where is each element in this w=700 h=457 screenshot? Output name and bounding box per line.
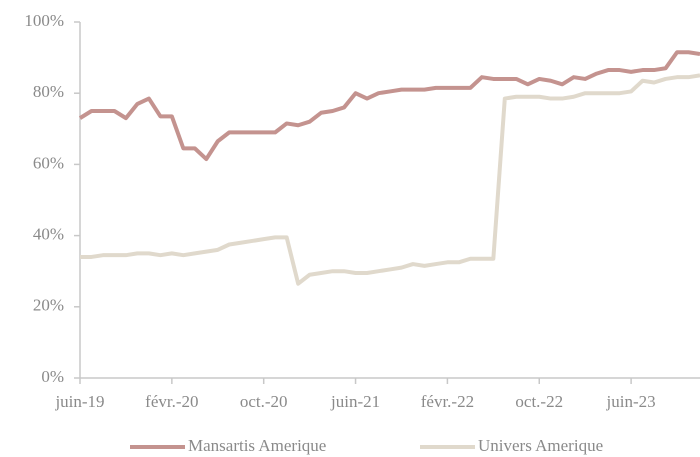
y-tick-label: 80% <box>33 82 64 101</box>
x-tick-label: févr.-20 <box>145 392 198 411</box>
series-line <box>78 50 700 162</box>
x-tick-label: juin-23 <box>606 392 656 411</box>
legend-label: Mansartis Amerique <box>188 436 326 455</box>
x-tick-label: oct.-20 <box>240 392 288 411</box>
x-tick-label: oct.-22 <box>515 392 563 411</box>
series-line <box>80 73 700 286</box>
x-tick-label: juin-21 <box>330 392 380 411</box>
legend-label: Univers Amerique <box>478 436 603 455</box>
y-tick-label: 100% <box>24 11 64 30</box>
y-tick-label: 60% <box>33 153 64 172</box>
y-tick-label: 20% <box>33 296 64 315</box>
x-tick-label: juin-19 <box>54 392 104 411</box>
y-tick-label: 0% <box>41 367 64 386</box>
x-tick-label: févr.-22 <box>421 392 474 411</box>
y-tick-label: 40% <box>33 225 64 244</box>
